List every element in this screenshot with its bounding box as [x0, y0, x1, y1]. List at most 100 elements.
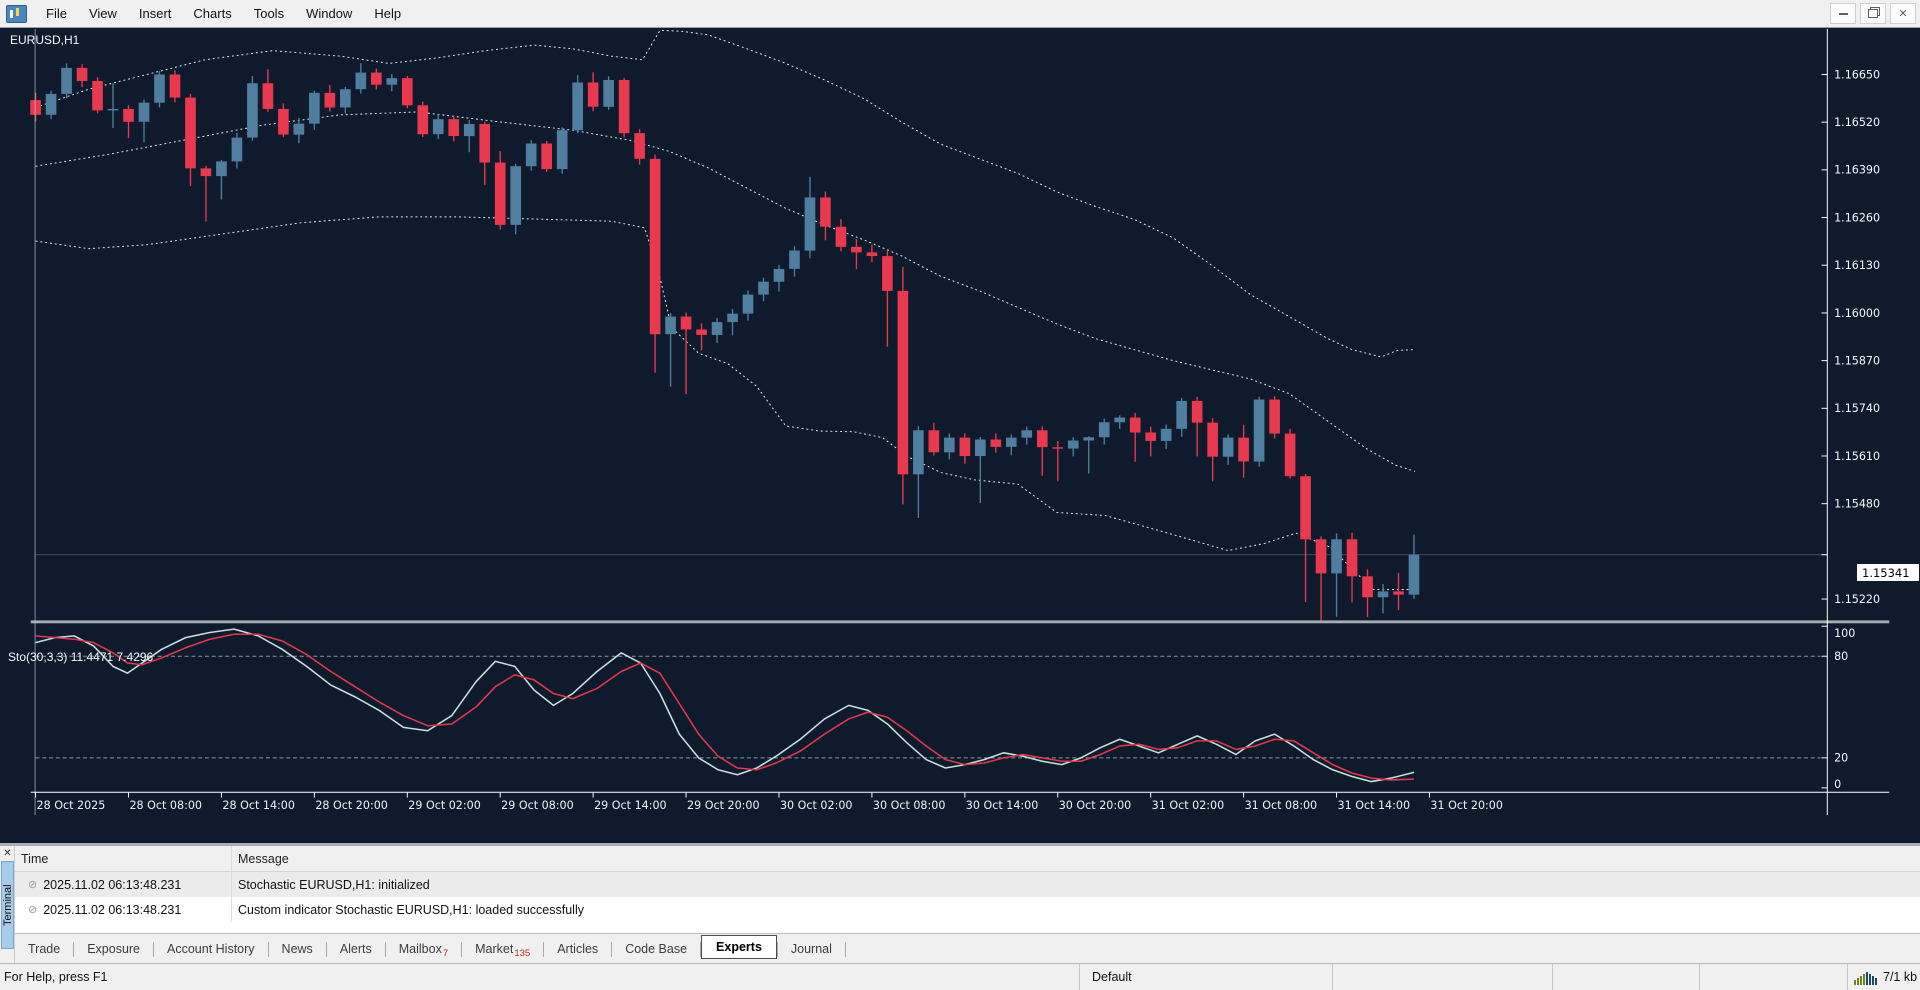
svg-text:1.16650: 1.16650	[1834, 68, 1880, 81]
close-button[interactable]: ✕	[1890, 3, 1916, 24]
candlesticks	[30, 63, 1420, 621]
tab-exposure[interactable]: Exposure	[87, 942, 141, 956]
price-chart-canvas[interactable]: 1.16650 1.16520 1.16390 1.16260 1.16130 1.160…	[0, 28, 1920, 844]
svg-text:30 Oct 14:00: 30 Oct 14:00	[966, 799, 1039, 812]
tab-code-base[interactable]: Code Base	[625, 942, 688, 956]
svg-text:28 Oct 20:00: 28 Oct 20:00	[315, 799, 388, 812]
tab-separator	[700, 941, 702, 957]
svg-text:80: 80	[1834, 650, 1848, 663]
tab-mailbox[interactable]: Mailbox7	[398, 942, 449, 959]
menu-bar: File View Insert Charts Tools Window Help ✕	[0, 0, 1920, 28]
status-traffic: 7/1 kb	[1848, 964, 1920, 990]
minimize-button[interactable]	[1830, 3, 1856, 24]
status-empty-cell	[1700, 964, 1848, 990]
column-header-message[interactable]: Message	[238, 851, 289, 866]
svg-text:31 Oct 02:00: 31 Oct 02:00	[1152, 799, 1225, 812]
status-profile[interactable]: Default	[1080, 964, 1333, 990]
log-time: 2025.11.02 06:13:48.231	[43, 902, 182, 917]
log-row[interactable]: ⊘ 2025.11.02 06:13:48.231 Custom indicator…	[15, 897, 1920, 922]
log-rows: ⊘ 2025.11.02 06:13:48.231 Stochastic EURUS…	[15, 872, 1920, 922]
tab-separator	[611, 941, 613, 957]
tab-experts[interactable]: Experts	[701, 935, 777, 959]
tab-badge: 135	[514, 948, 531, 959]
terminal-close-button[interactable]: ✕	[3, 847, 12, 859]
tab-news[interactable]: News	[281, 942, 313, 956]
svg-text:1.15610: 1.15610	[1834, 450, 1880, 463]
bollinger-middle-band	[35, 111, 1416, 472]
svg-text:28 Oct 2025: 28 Oct 2025	[37, 799, 106, 812]
terminal-side-strip: ✕ Terminal	[0, 846, 15, 963]
chart-symbol-label: EURUSD,H1	[10, 33, 80, 47]
price-axis[interactable]: 1.16650 1.16520 1.16390 1.16260 1.16130 1.160…	[1821, 28, 1880, 815]
log-row[interactable]: ⊘ 2025.11.02 06:13:48.231 Stochastic EURUS…	[15, 872, 1920, 897]
tab-separator	[384, 941, 386, 957]
status-empty-cell	[1333, 964, 1553, 990]
tab-articles[interactable]: Articles	[557, 942, 599, 956]
svg-text:1.15870: 1.15870	[1834, 354, 1880, 367]
tab-separator	[844, 941, 846, 957]
status-help-text: For Help, press F1	[0, 964, 1080, 990]
svg-text:100: 100	[1834, 627, 1855, 640]
network-traffic-icon	[1854, 972, 1877, 985]
tab-separator	[325, 941, 327, 957]
app-logo-icon	[6, 4, 27, 23]
tab-separator	[776, 941, 778, 957]
tab-separator	[543, 941, 545, 957]
bollinger-lower-band	[35, 216, 1415, 591]
log-entry-icon: ⊘	[28, 904, 38, 916]
svg-text:30 Oct 02:00: 30 Oct 02:00	[780, 799, 853, 812]
window-controls: ✕	[1830, 3, 1920, 24]
menu-insert[interactable]: Insert	[138, 6, 172, 21]
log-entry-icon: ⊘	[28, 879, 38, 891]
menu-items: File View Insert Charts Tools Window Help	[35, 2, 412, 25]
svg-text:28 Oct 08:00: 28 Oct 08:00	[129, 799, 202, 812]
tab-separator	[73, 941, 75, 957]
menu-help[interactable]: Help	[374, 6, 402, 21]
svg-text:28 Oct 14:00: 28 Oct 14:00	[222, 799, 295, 812]
tab-journal[interactable]: Journal	[790, 942, 832, 956]
terminal-vertical-tab[interactable]: Terminal	[1, 861, 14, 949]
svg-text:1.16520: 1.16520	[1834, 116, 1880, 129]
tab-badge: 7	[442, 948, 449, 959]
status-bar: For Help, press F1 Default 7/1 kb	[0, 963, 1920, 990]
svg-text:31 Oct 14:00: 31 Oct 14:00	[1338, 799, 1411, 812]
svg-text:1.15480: 1.15480	[1834, 498, 1880, 511]
svg-text:1.16260: 1.16260	[1834, 211, 1880, 224]
stochastic-indicator-label: Sto(30,3,3) 11.4471 7.4296	[8, 650, 154, 664]
svg-text:1.15220: 1.15220	[1834, 593, 1880, 606]
tab-market[interactable]: Market135	[475, 942, 531, 959]
svg-text:20: 20	[1834, 752, 1848, 765]
menu-tools[interactable]: Tools	[253, 6, 285, 21]
tab-separator	[267, 941, 269, 957]
time-axis[interactable]: 28 Oct 2025 28 Oct 08:00 28 Oct 14:00 28 Oc…	[30, 791, 1890, 812]
svg-text:30 Oct 20:00: 30 Oct 20:00	[1059, 799, 1132, 812]
menu-charts[interactable]: Charts	[193, 6, 232, 21]
chart-window[interactable]: 1.16650 1.16520 1.16390 1.16260 1.16130 1.160…	[0, 27, 1920, 843]
svg-text:1.16390: 1.16390	[1834, 164, 1880, 177]
menu-window[interactable]: Window	[306, 6, 353, 21]
tab-alerts[interactable]: Alerts	[339, 942, 372, 956]
tab-separator	[461, 941, 463, 957]
log-table-header: Time Message	[15, 846, 1920, 872]
svg-text:1.16000: 1.16000	[1834, 307, 1880, 320]
menu-file[interactable]: File	[46, 6, 67, 21]
current-price-badge: 1.15341	[1857, 564, 1919, 581]
svg-text:29 Oct 02:00: 29 Oct 02:00	[408, 799, 481, 812]
bollinger-upper-band	[35, 29, 1415, 358]
svg-text:29 Oct 08:00: 29 Oct 08:00	[501, 799, 574, 812]
terminal-tab-bar: Trade Exposure Account History News Alerts Ma…	[15, 933, 1920, 964]
restore-button[interactable]	[1860, 3, 1886, 24]
svg-text:31 Oct 08:00: 31 Oct 08:00	[1245, 799, 1318, 812]
minimize-icon	[1838, 12, 1848, 15]
traffic-value: 7/1 kb	[1883, 970, 1918, 984]
tab-trade[interactable]: Trade	[28, 942, 61, 956]
log-message: Custom indicator Stochastic EURUSD,H1: l…	[238, 902, 584, 917]
tab-separator	[153, 941, 155, 957]
svg-text:1.16130: 1.16130	[1834, 259, 1880, 272]
svg-text:0: 0	[1834, 778, 1841, 791]
restore-icon	[1868, 9, 1878, 18]
column-header-time[interactable]: Time	[15, 846, 232, 871]
menu-view[interactable]: View	[88, 6, 117, 21]
tab-account-history[interactable]: Account History	[167, 942, 255, 956]
svg-text:29 Oct 20:00: 29 Oct 20:00	[687, 799, 760, 812]
